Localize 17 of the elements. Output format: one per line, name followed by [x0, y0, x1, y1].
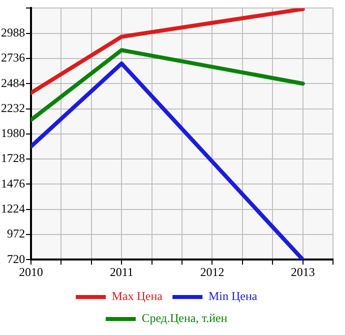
y-tick-label: 2736	[1, 50, 25, 65]
x-tick-label: 2010	[19, 264, 43, 279]
y-tick-label: 2232	[1, 100, 25, 115]
x-tick-label: 2013	[290, 264, 315, 279]
y-tick-label: 1980	[1, 126, 25, 140]
x-tick-label: 2012	[200, 264, 224, 279]
y-tick-label: 2484	[1, 76, 25, 90]
legend-label: Min Цена	[208, 289, 258, 304]
y-tick-label: 972	[7, 226, 25, 241]
y-tick-label: 1224	[1, 201, 25, 216]
y-tick-label: 1476	[1, 176, 25, 190]
y-tick-label: 1728	[1, 151, 25, 166]
legend-label: Сред.Цена, т.йен	[142, 311, 228, 326]
x-tick-label: 2011	[110, 264, 134, 279]
y-tick-label: 2988	[1, 25, 25, 40]
legend-label: Max Цена	[112, 289, 164, 304]
y-tick-label: 720	[7, 252, 25, 266]
